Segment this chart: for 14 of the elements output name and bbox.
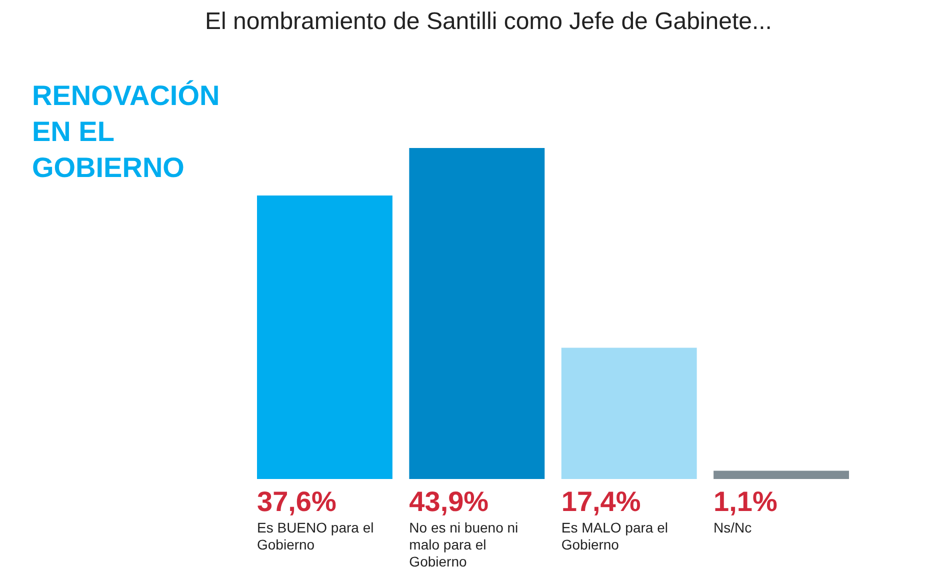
chart-title: El nombramiento de Santilli como Jefe de Gabinete...: [205, 8, 772, 36]
bar: [714, 470, 849, 479]
bar: [561, 348, 697, 479]
x-tick-label: Ns/Nc: [714, 520, 752, 536]
x-tick-label: Es BUENO para el Gobierno: [257, 520, 374, 552]
data-label: 43,9%: [409, 486, 489, 517]
data-label: 37,6%: [257, 486, 336, 517]
bar: [257, 196, 392, 479]
x-tick-label: No es ni bueno ni malo para el Gobierno: [409, 520, 518, 570]
data-label: 17,4%: [561, 486, 641, 517]
x-tick-label: Es MALO para el Gobierno: [561, 520, 668, 552]
data-label: 1,1%: [714, 486, 778, 517]
chart-subtitle: RENOVACIÓN EN EL GOBIERNO: [32, 79, 221, 185]
bar: [409, 148, 545, 479]
